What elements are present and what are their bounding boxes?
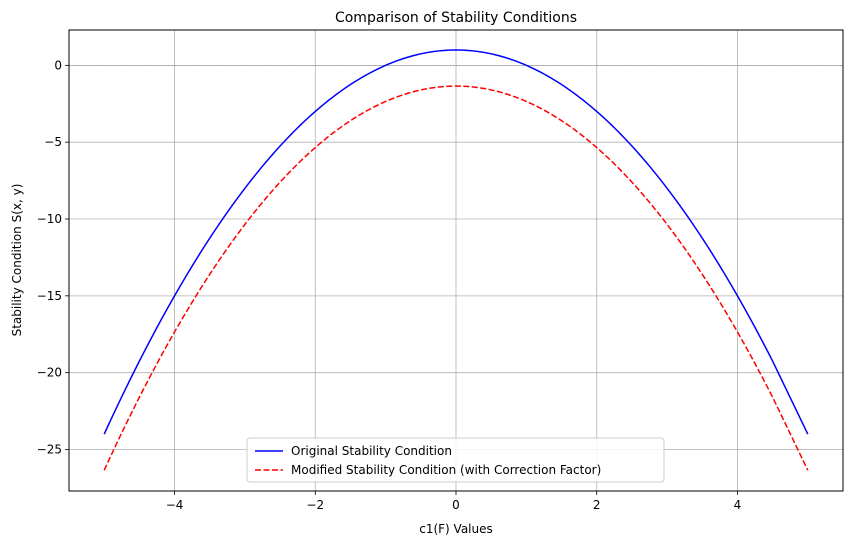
x-tick-label-1: −2 — [306, 498, 324, 512]
legend-label-1: Modified Stability Condition (with Corre… — [291, 463, 601, 477]
y-tick-label-2: −10 — [37, 212, 62, 226]
y-tick-label-0: 0 — [54, 58, 62, 72]
x-tick-label-2: 0 — [452, 498, 460, 512]
x-tick-label-3: 2 — [593, 498, 601, 512]
y-tick-label-3: −15 — [37, 289, 62, 303]
y-tick-label-1: −5 — [44, 135, 62, 149]
legend-box — [246, 437, 665, 483]
legend: Original Stability Condition Modified Sta… — [246, 437, 665, 483]
y-tick-label-4: −20 — [37, 366, 62, 380]
y-tick-label-5: −25 — [37, 443, 62, 457]
x-tick-label-4: 4 — [734, 498, 742, 512]
grid-lines — [69, 30, 843, 491]
series-line-1 — [103, 85, 809, 471]
chart-title: Comparison of Stability Conditions — [335, 10, 577, 26]
x-axis-label: c1(F) Values — [419, 522, 493, 536]
series-line-0 — [103, 49, 809, 435]
y-axis-label: Stability Condition S(x, y) — [10, 184, 24, 337]
y-axis-ticks: 0 −5 −10 −15 −20 −25 — [37, 58, 69, 457]
x-tick-label-0: −4 — [166, 498, 184, 512]
legend-label-0: Original Stability Condition — [291, 444, 452, 458]
series-lines — [103, 49, 809, 471]
x-axis-ticks: −4 −2 0 2 4 — [166, 491, 742, 512]
